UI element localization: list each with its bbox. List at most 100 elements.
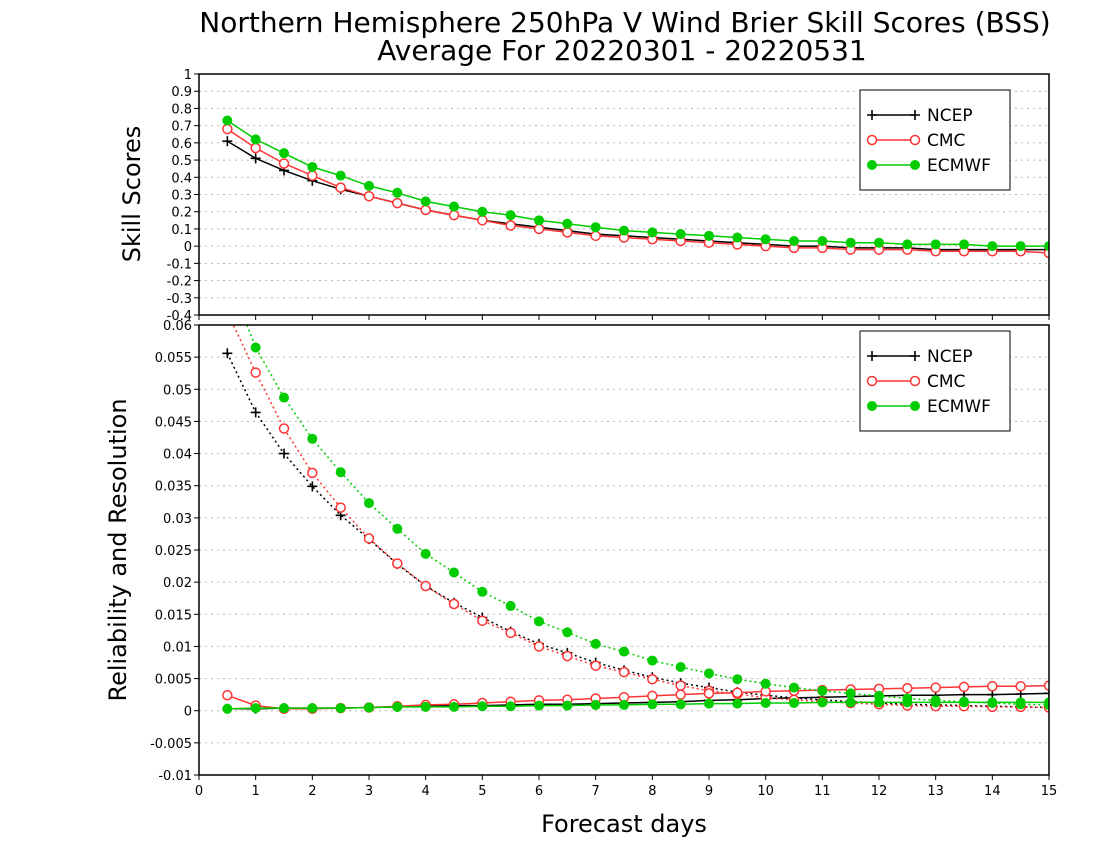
bottom-data-point-cmc (477, 615, 488, 626)
bottom-data-point-ecmwf (222, 269, 232, 279)
top-data-point-ecmwf (930, 239, 941, 250)
bottom-data-point-ecmwf (760, 678, 771, 689)
bottom-data-point-cmc (250, 367, 261, 378)
bottom-data-point-ecmwf (279, 703, 289, 714)
top-data-point-cmc (420, 204, 431, 216)
top-data-point-ecmwf (477, 206, 488, 217)
bottom-data-point-ncep (250, 407, 261, 418)
top-data-point-ecmwf (902, 239, 913, 250)
top-data-point-ecmwf (562, 218, 573, 229)
bottom-data-point-ecmwf (647, 699, 658, 710)
top-data-point-ecmwf (732, 232, 743, 243)
top-y-tick-label: -0.2 (167, 275, 192, 290)
top-data-point-ecmwf (222, 115, 233, 126)
bottom-data-point-cmc (392, 558, 403, 569)
top-data-point-cmc (250, 142, 261, 154)
bottom-data-point-ecmwf (987, 697, 998, 708)
top-plot-frame (198, 73, 1050, 316)
top-y-tick-label: 0.7 (171, 120, 192, 135)
bottom-data-point-ecmwf (704, 668, 714, 679)
bottom-data-point-cmc (1015, 681, 1026, 692)
top-data-point-ecmwf (760, 234, 771, 245)
bottom-y-tick-label: 0.045 (155, 415, 192, 430)
x-tick-label: 10 (757, 784, 774, 799)
bottom-data-point-cmc (675, 689, 686, 700)
bottom-data-point-cmc (930, 682, 941, 693)
x-tick-label: 9 (705, 784, 713, 799)
bottom-data-point-ecmwf (675, 699, 686, 710)
x-tick-label: 8 (648, 784, 656, 799)
bottom-data-point-ecmwf (392, 701, 403, 712)
bottom-data-point-ecmwf (1015, 697, 1026, 708)
bottom-data-point-ecmwf (562, 700, 573, 711)
bottom-y-tick-label: 0 (184, 705, 192, 720)
bottom-legend-marker-ncep (867, 351, 877, 361)
bottom-data-point-ecmwf (307, 433, 318, 444)
bottom-data-point-cmc (703, 688, 715, 699)
bottom-data-point-ecmwf (930, 697, 941, 708)
bottom-data-point-cmc (363, 533, 375, 544)
bottom-data-point-cmc (675, 680, 686, 691)
top-data-point-cmc (448, 209, 460, 221)
bottom-data-point-ecmwf (647, 655, 658, 666)
x-tick-label: 14 (984, 784, 1001, 799)
top-data-point-cmc (222, 123, 233, 135)
bottom-data-point-cmc (590, 660, 601, 671)
bottom-y-tick-label: 0.02 (163, 576, 192, 591)
top-y-tick-label: -0.3 (167, 292, 192, 307)
bottom-y-tick-label: 0.005 (155, 673, 192, 688)
top-data-point-ecmwf (279, 148, 289, 159)
bottom-data-point-ecmwf (477, 701, 488, 712)
bottom-data-point-ecmwf (505, 600, 516, 611)
bottom-data-point-ecmwf (675, 662, 686, 672)
top-data-point-ncep (250, 153, 261, 164)
bottom-legend-label-ecmwf: ECMWF (927, 397, 991, 417)
top-legend-marker-ncep (910, 110, 920, 120)
chart-title: Northern Hemisphere 250hPa V Wind Brier … (199, 6, 1050, 39)
bottom-data-point-cmc (1043, 680, 1049, 691)
bottom-series-line-ncep (227, 692, 1049, 710)
top-data-point-cmc (278, 158, 290, 169)
chart-subtitle: Average For 20220301 - 20220531 (377, 34, 866, 67)
x-axis-label: Forecast days (541, 810, 707, 838)
top-data-point-cmc (562, 227, 573, 238)
bottom-data-point-cmc (562, 650, 573, 662)
bottom-data-point-ecmwf (477, 586, 488, 597)
top-y-tick-label: 1 (184, 68, 192, 83)
bottom-data-point-ecmwf (534, 700, 544, 711)
top-legend-marker-cmc (866, 134, 878, 146)
bottom-y-axis-label: Reliability and Resolution (104, 398, 132, 701)
x-tick-label: 15 (1041, 784, 1058, 799)
bottom-data-point-ecmwf (1044, 697, 1049, 708)
top-legend-label-ecmwf: ECMWF (927, 156, 991, 176)
bottom-data-point-ecmwf (845, 688, 856, 699)
bottom-data-point-ecmwf (449, 567, 459, 578)
bottom-data-point-ecmwf (845, 697, 856, 708)
bottom-data-point-ecmwf (505, 701, 516, 712)
top-data-point-ecmwf (364, 180, 374, 191)
bottom-data-point-cmc (222, 690, 233, 701)
bottom-data-point-ecmwf (562, 627, 573, 638)
skill-scores-panel: -0.4 -0.3 -0.2 -0.1 0 0.1 0.2 0.3 0.4 0.5 0.6 0.7 0.… (167, 68, 1050, 324)
bottom-series-line-ecmwf (246, 325, 1049, 706)
bottom-data-point-cmc (420, 580, 431, 592)
bottom-data-point-ecmwf (817, 685, 828, 696)
top-y-tick-label: 0.8 (171, 102, 192, 117)
bottom-data-point-ecmwf (449, 701, 459, 712)
bottom-legend-marker-ecmwf (867, 401, 877, 411)
top-legend-marker-ncep (867, 110, 877, 120)
bottom-legend-marker-ecmwf (910, 401, 920, 411)
x-tick-label: 1 (252, 784, 260, 799)
bottom-data-point-ecmwf (307, 703, 318, 714)
top-data-point-ecmwf (449, 201, 459, 212)
top-y-tick-label: 0.4 (171, 171, 192, 186)
top-data-point-cmc (590, 230, 601, 242)
top-data-point-cmc (335, 182, 346, 193)
bottom-data-point-ecmwf (392, 523, 403, 534)
top-data-point-cmc (307, 170, 318, 181)
x-tick-label: 0 (195, 784, 203, 799)
top-data-point-ecmwf (845, 237, 856, 248)
bottom-legend-marker-ncep (910, 351, 920, 361)
top-data-point-ecmwf (307, 161, 318, 172)
